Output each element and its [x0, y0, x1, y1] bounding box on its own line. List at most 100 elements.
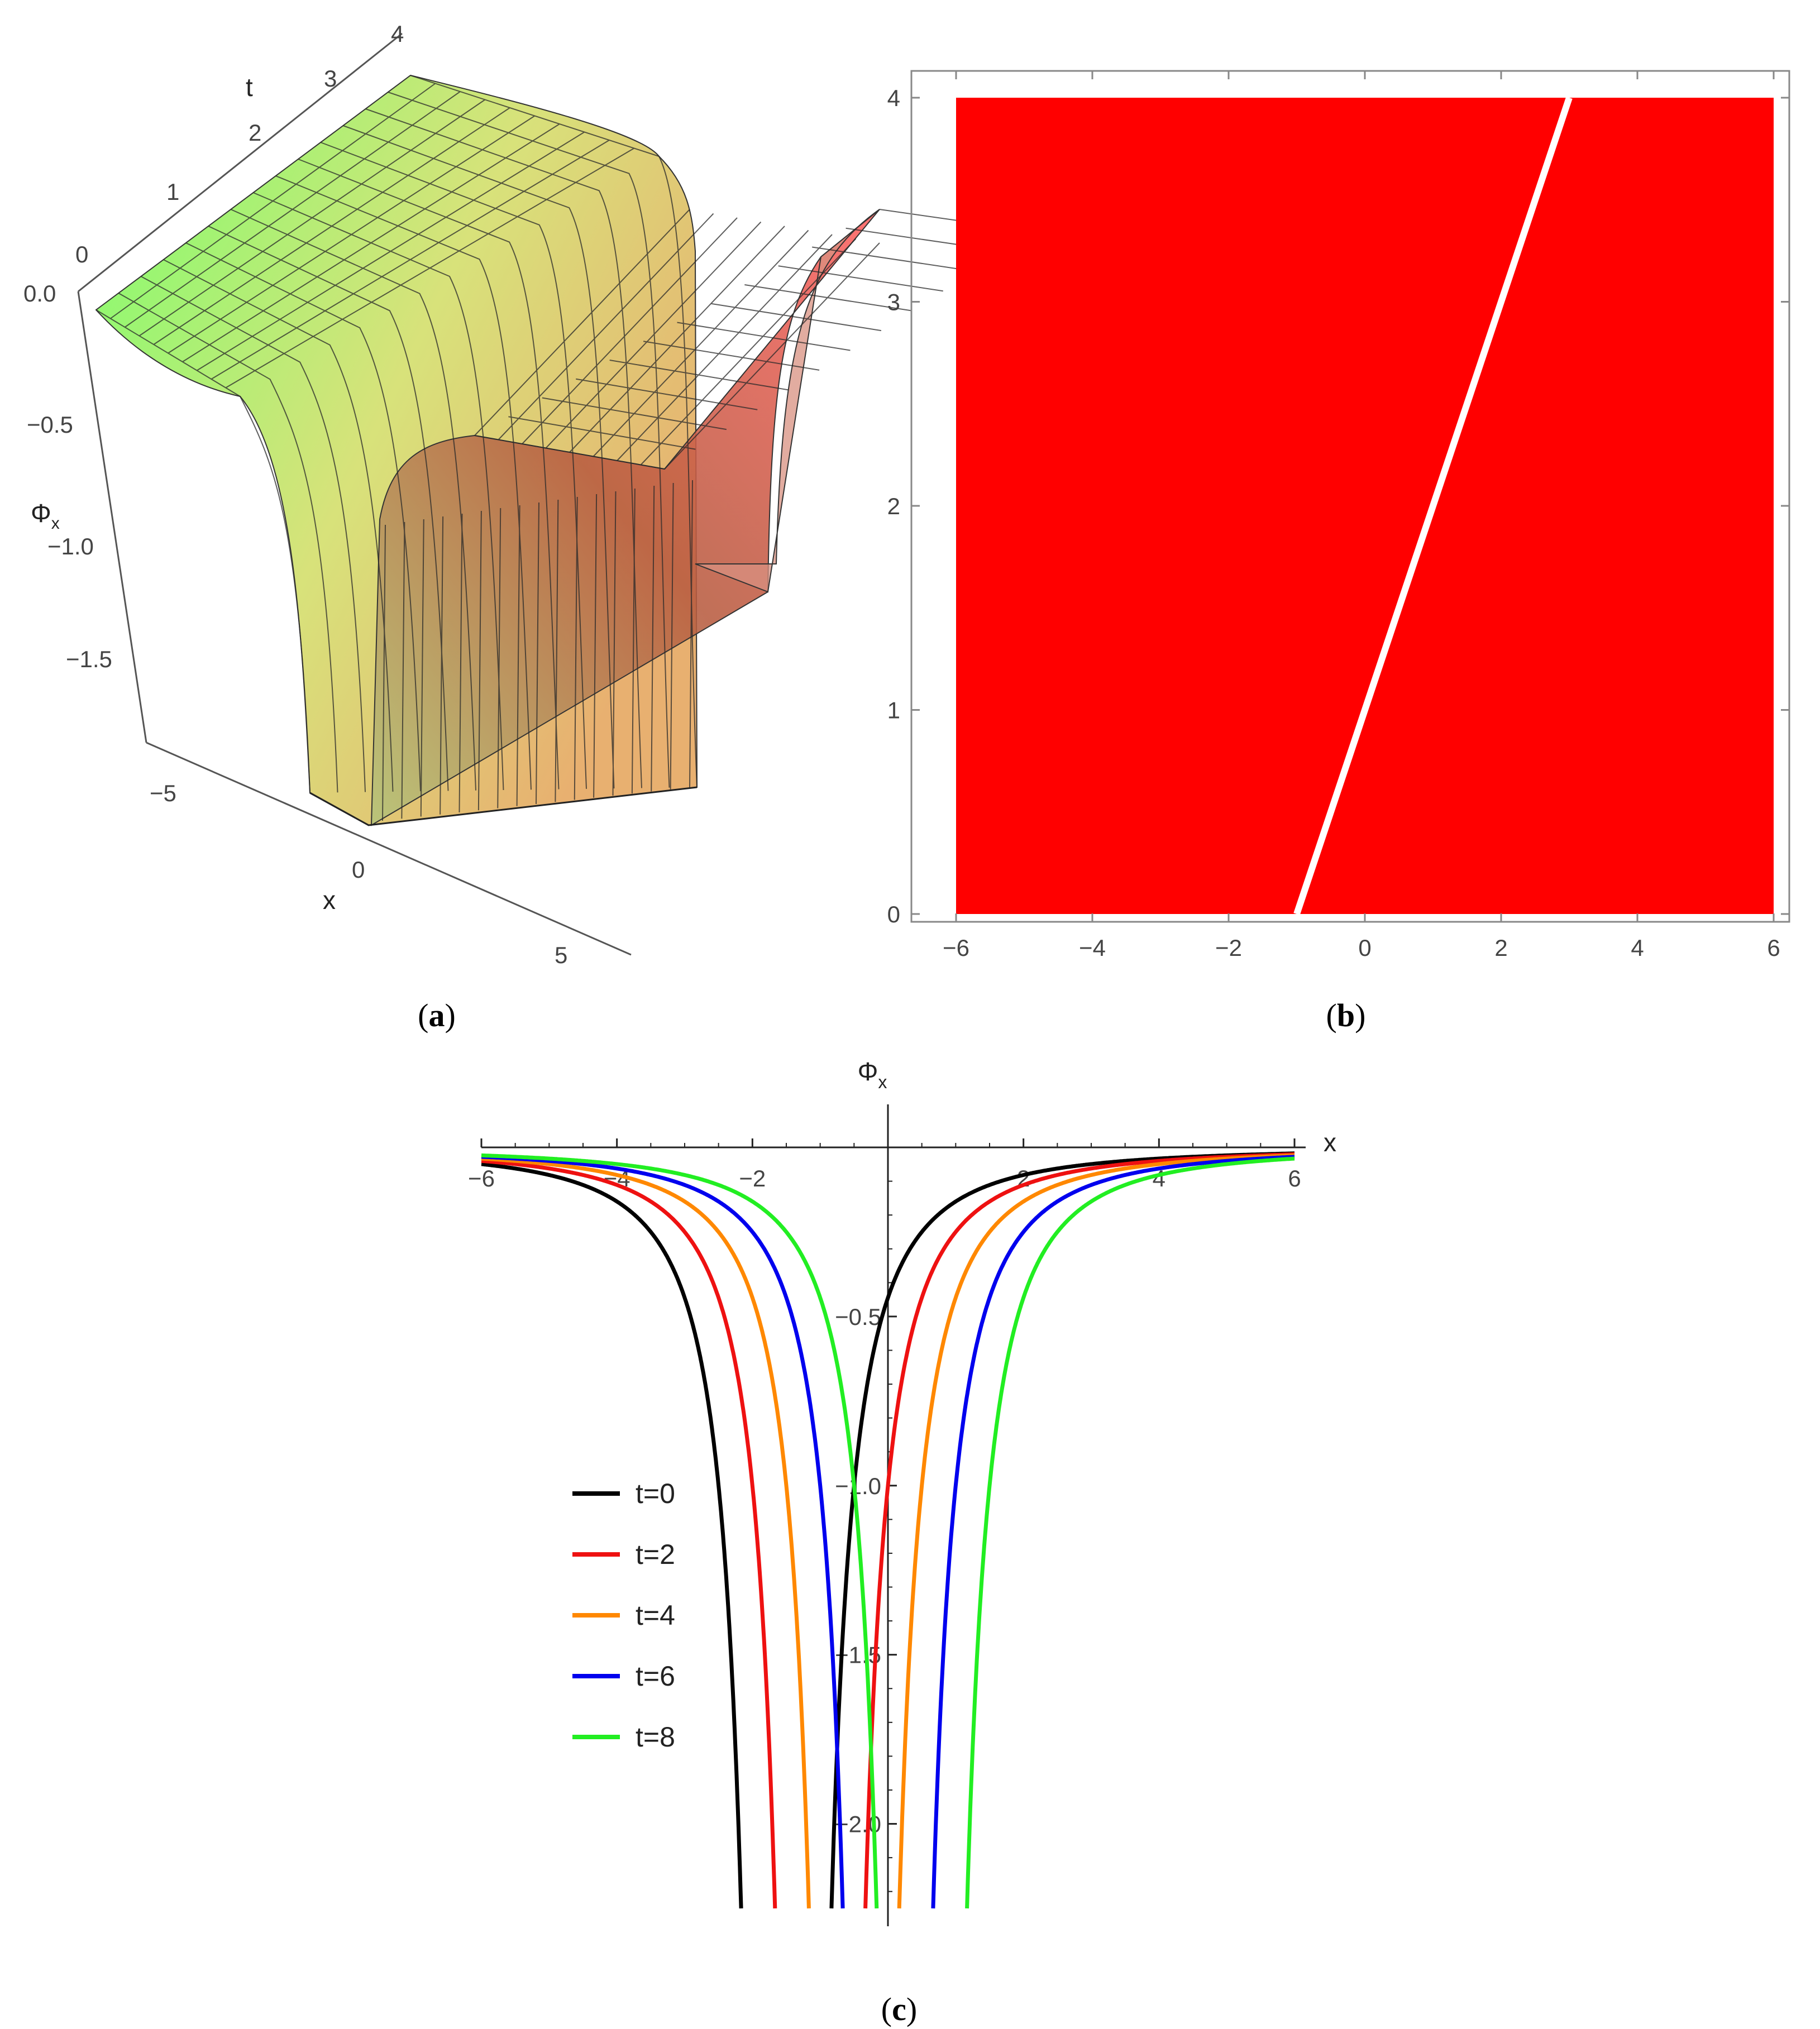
- mesh-line: [365, 108, 642, 788]
- caption-b: (b): [1326, 997, 1366, 1033]
- z-tick-label: −1.5: [66, 646, 112, 672]
- mesh-line: [651, 485, 655, 792]
- panel-a-t-ticks: 0 1 2 3 4: [75, 21, 404, 267]
- mesh-line: [545, 221, 762, 449]
- mesh-line: [125, 91, 461, 328]
- z-axis-label: Φx: [31, 499, 60, 533]
- panel-c-curves: [481, 1151, 1295, 1909]
- mesh-line: [640, 238, 857, 466]
- x-tick-label: −2: [739, 1165, 766, 1191]
- mesh-line: [536, 502, 539, 805]
- mesh-line: [516, 505, 520, 806]
- x-tick-label: 0: [352, 856, 365, 883]
- t-tick-label: 0: [75, 241, 88, 267]
- t-tick-label: 1: [166, 179, 179, 205]
- mesh-line: [508, 416, 696, 450]
- mesh-line: [477, 510, 482, 811]
- mesh-line: [168, 115, 536, 354]
- mesh-line: [110, 83, 436, 319]
- x-tick-label: 2: [1494, 935, 1507, 961]
- mesh-line: [498, 213, 714, 441]
- x-tick-label: −5: [150, 780, 176, 806]
- mesh-line: [778, 265, 943, 292]
- mesh-line: [497, 508, 501, 808]
- mesh-line: [710, 303, 882, 332]
- mesh-line: [631, 488, 636, 794]
- mesh-line: [744, 284, 913, 312]
- series-line-left: [481, 1156, 811, 1909]
- panel-b-region-plot: −6 −4 −2 0 2 4 6 0 1 2 3 4: [887, 70, 1790, 961]
- panel-b-ticks: −6 −4 −2 0 2 4 6 0 1 2 3 4: [887, 71, 1789, 961]
- panel-c-legend: t=0 t=2 t=4 t=6 t=8: [572, 1478, 675, 1753]
- panel-a-box: [77, 32, 632, 956]
- caption-c: (c): [881, 1991, 917, 2027]
- x-tick-label: −6: [943, 935, 969, 961]
- mesh-line: [643, 341, 820, 371]
- x-tick-label: 6: [1767, 935, 1780, 961]
- x-tick-label: −4: [1079, 935, 1106, 961]
- mesh-line: [689, 480, 693, 788]
- mesh-line: [138, 99, 486, 337]
- mesh-line: [569, 226, 785, 453]
- mesh-line: [474, 209, 690, 436]
- series-line-right: [897, 1153, 1295, 1909]
- t-tick-label: 3: [324, 65, 337, 92]
- x-tick-label: 4: [1631, 935, 1644, 961]
- legend-label: t=6: [636, 1660, 675, 1692]
- series-line-right: [829, 1151, 1294, 1909]
- mesh-line: [208, 226, 449, 791]
- legend-label: t=2: [636, 1539, 675, 1570]
- mesh-line: [225, 147, 635, 389]
- panel-a-surface-plot: 0.0 −0.5 −1.0 −1.5 Φx −5 0 5 x 0 1 2 3 4…: [23, 21, 1036, 968]
- y-tick-label: 1: [887, 697, 900, 724]
- mesh-line: [388, 92, 670, 788]
- z-tick-label: −0.5: [27, 411, 73, 438]
- legend-label: t=0: [636, 1478, 675, 1509]
- mesh-line: [343, 125, 615, 789]
- mesh-line: [275, 175, 532, 790]
- mesh-line: [185, 242, 421, 792]
- x-tick-label: 4: [1153, 1165, 1165, 1191]
- mesh-line: [197, 131, 585, 371]
- mesh-line: [182, 123, 560, 362]
- mesh-line: [664, 242, 880, 470]
- y-tick-label: −1.0: [835, 1473, 881, 1499]
- mesh-line: [440, 516, 444, 815]
- x-tick-label: 0: [1358, 935, 1371, 961]
- mesh-line: [555, 499, 559, 802]
- mesh-line: [410, 75, 698, 788]
- y-tick-label: −0.5: [835, 1304, 881, 1330]
- series-line-right: [931, 1155, 1295, 1909]
- mesh-line: [670, 482, 674, 789]
- region-fill: [956, 97, 1774, 915]
- mesh-line: [617, 234, 833, 461]
- mesh-line: [382, 524, 386, 821]
- surface-red-wall: [695, 209, 880, 593]
- y-tick-label: 3: [887, 289, 900, 315]
- mesh-line: [522, 217, 738, 444]
- t-tick-label: 4: [391, 21, 404, 47]
- region-area: [956, 98, 1774, 914]
- z-tick-label: −1.0: [47, 533, 94, 559]
- panel-a-x-ticks: −5 0 5: [150, 780, 567, 968]
- mesh-line: [458, 513, 463, 813]
- y-tick-label: 2: [887, 493, 900, 519]
- mesh-line: [230, 209, 476, 791]
- mesh-line: [593, 229, 809, 457]
- mesh-line: [574, 496, 578, 800]
- mesh-line: [401, 521, 405, 819]
- mesh-line: [420, 519, 424, 817]
- mesh-line: [163, 259, 394, 792]
- caption-a: (a): [418, 997, 456, 1033]
- legend-label: t=4: [636, 1600, 675, 1631]
- y-tick-label: 4: [887, 85, 900, 111]
- series-line-right: [863, 1152, 1294, 1909]
- panel-c-x-axis-label: x: [1324, 1128, 1336, 1157]
- y-tick-label: 0: [887, 901, 900, 927]
- mesh-line: [118, 293, 338, 793]
- panel-b-frame: [910, 70, 1790, 923]
- panel-c-line-plot: −6 −4 −2 2 4 6−0.5−1.0−1.5−2.0 Φx x t=0t=2t=4…: [468, 1057, 1336, 1926]
- mesh-line: [153, 107, 510, 345]
- mesh-line: [612, 491, 617, 796]
- mesh-line: [95, 309, 311, 793]
